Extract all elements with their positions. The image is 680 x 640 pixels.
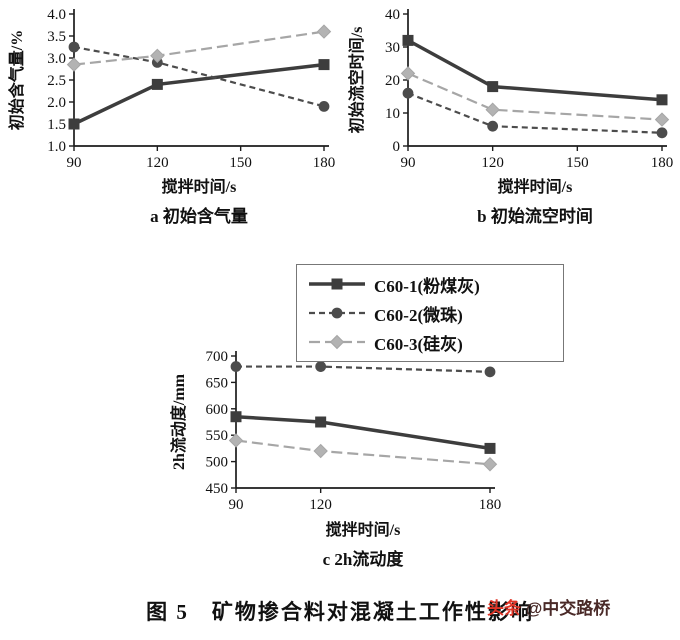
svg-text:120: 120 bbox=[309, 497, 332, 513]
svg-text:150: 150 bbox=[229, 155, 252, 171]
svg-text:1.5: 1.5 bbox=[47, 117, 66, 133]
legend-item-label: C60-1(粉煤灰) bbox=[374, 276, 480, 296]
svg-text:搅拌时间/s: 搅拌时间/s bbox=[162, 177, 237, 196]
legend-item-label: C60-2(微珠) bbox=[374, 305, 463, 325]
legend-line-circle-icon bbox=[309, 307, 365, 319]
svg-text:450: 450 bbox=[206, 481, 229, 497]
svg-text:2h流动度/mm: 2h流动度/mm bbox=[169, 373, 188, 470]
legend-item-label: C60-3(硅灰) bbox=[374, 334, 463, 354]
svg-text:180: 180 bbox=[479, 497, 502, 513]
chart-legend: C60-1(粉煤灰) C60-2(微珠) C60-3(硅灰) bbox=[296, 264, 564, 362]
svg-text:搅拌时间/s: 搅拌时间/s bbox=[326, 520, 401, 539]
svg-text:180: 180 bbox=[651, 155, 674, 171]
svg-text:90: 90 bbox=[67, 155, 82, 171]
svg-text:a 初始含气量: a 初始含气量 bbox=[150, 206, 248, 226]
svg-text:550: 550 bbox=[206, 428, 229, 444]
svg-text:2.0: 2.0 bbox=[47, 95, 66, 111]
legend-item-c60-1: C60-1(粉煤灰) bbox=[307, 271, 553, 297]
chart-2h-flowability: 450 500 550 600 650 700 90 120 180 搅拌时间/s 2h流动度/mm… bbox=[168, 346, 504, 585]
chart-initial-air-content: 1.0 1.5 2.0 2.5 3.0 3.5 4.0 90 120 150 180 搅拌时间/s 初始… bbox=[4, 4, 339, 241]
legend-line-diamond-icon bbox=[309, 334, 365, 350]
watermark-handle: @中交路桥 bbox=[525, 599, 611, 618]
svg-text:90: 90 bbox=[401, 155, 416, 171]
svg-text:180: 180 bbox=[313, 155, 336, 171]
chart-initial-flow-time: 0 10 20 30 40 90 120 150 180 搅拌时间/s 初始流空时间/s b 初始流空… bbox=[346, 4, 676, 241]
svg-text:120: 120 bbox=[146, 155, 169, 171]
svg-text:700: 700 bbox=[206, 349, 229, 365]
figure-caption: 图 5 矿物掺合料对混凝土工作性影响 bbox=[146, 600, 534, 624]
svg-text:90: 90 bbox=[229, 497, 244, 513]
svg-text:3.5: 3.5 bbox=[47, 29, 66, 45]
svg-text:b 初始流空时间: b 初始流空时间 bbox=[477, 206, 593, 226]
legend-item-c60-2: C60-2(微珠) bbox=[307, 300, 553, 326]
watermark: 头条 @中交路桥 bbox=[487, 594, 610, 619]
svg-text:120: 120 bbox=[481, 155, 504, 171]
svg-text:0: 0 bbox=[393, 139, 401, 155]
svg-text:4.0: 4.0 bbox=[47, 7, 66, 23]
legend-item-c60-3: C60-3(硅灰) bbox=[307, 329, 553, 355]
svg-text:10: 10 bbox=[385, 106, 400, 122]
chart-b-plot: 0 10 20 30 40 90 120 150 180 搅拌时间/s 初始流空时间/s b 初始流空… bbox=[347, 7, 674, 226]
svg-text:30: 30 bbox=[385, 40, 400, 56]
svg-text:初始流空时间/s: 初始流空时间/s bbox=[347, 27, 366, 134]
svg-text:500: 500 bbox=[206, 455, 229, 471]
svg-text:c 2h流动度: c 2h流动度 bbox=[323, 549, 405, 569]
svg-text:初始含气量/%: 初始含气量/% bbox=[7, 30, 26, 130]
svg-text:650: 650 bbox=[206, 375, 229, 391]
svg-text:搅拌时间/s: 搅拌时间/s bbox=[498, 177, 573, 196]
legend-line-square-icon bbox=[309, 278, 365, 290]
chart-c-plot: 450 500 550 600 650 700 90 120 180 搅拌时间/s 2h流动度/mm… bbox=[169, 349, 502, 569]
svg-text:20: 20 bbox=[385, 73, 400, 89]
svg-text:3.0: 3.0 bbox=[47, 51, 66, 67]
toutiao-logo-text: 头条 bbox=[487, 599, 521, 618]
chart-a-plot: 1.0 1.5 2.0 2.5 3.0 3.5 4.0 90 120 150 180 搅拌时间/s 初始… bbox=[7, 7, 336, 226]
svg-text:150: 150 bbox=[566, 155, 589, 171]
svg-text:40: 40 bbox=[385, 7, 400, 23]
svg-text:2.5: 2.5 bbox=[47, 73, 66, 89]
svg-text:1.0: 1.0 bbox=[47, 139, 66, 155]
svg-text:600: 600 bbox=[206, 402, 229, 418]
